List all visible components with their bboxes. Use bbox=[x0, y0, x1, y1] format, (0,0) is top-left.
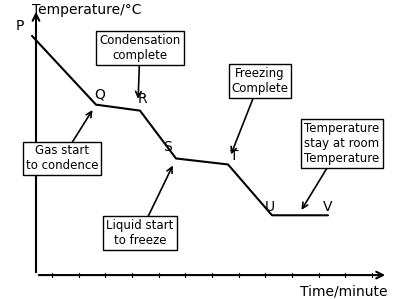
Text: Liquid start
to freeze: Liquid start to freeze bbox=[106, 219, 174, 247]
Text: Temperature/°C: Temperature/°C bbox=[32, 3, 142, 17]
Text: R: R bbox=[138, 92, 148, 106]
Text: Condensation
complete: Condensation complete bbox=[99, 34, 181, 62]
Text: Freezing
Complete: Freezing Complete bbox=[232, 67, 288, 95]
Text: Q: Q bbox=[94, 88, 105, 102]
Text: S: S bbox=[163, 140, 172, 154]
Text: P: P bbox=[16, 19, 24, 33]
Text: Gas start
to condence: Gas start to condence bbox=[26, 144, 98, 173]
Text: V: V bbox=[323, 200, 333, 214]
Text: U: U bbox=[265, 200, 275, 214]
Text: Temperature
stay at room
Temperature: Temperature stay at room Temperature bbox=[304, 122, 380, 165]
Text: T: T bbox=[230, 149, 238, 163]
Text: Time/minute: Time/minute bbox=[300, 284, 388, 298]
